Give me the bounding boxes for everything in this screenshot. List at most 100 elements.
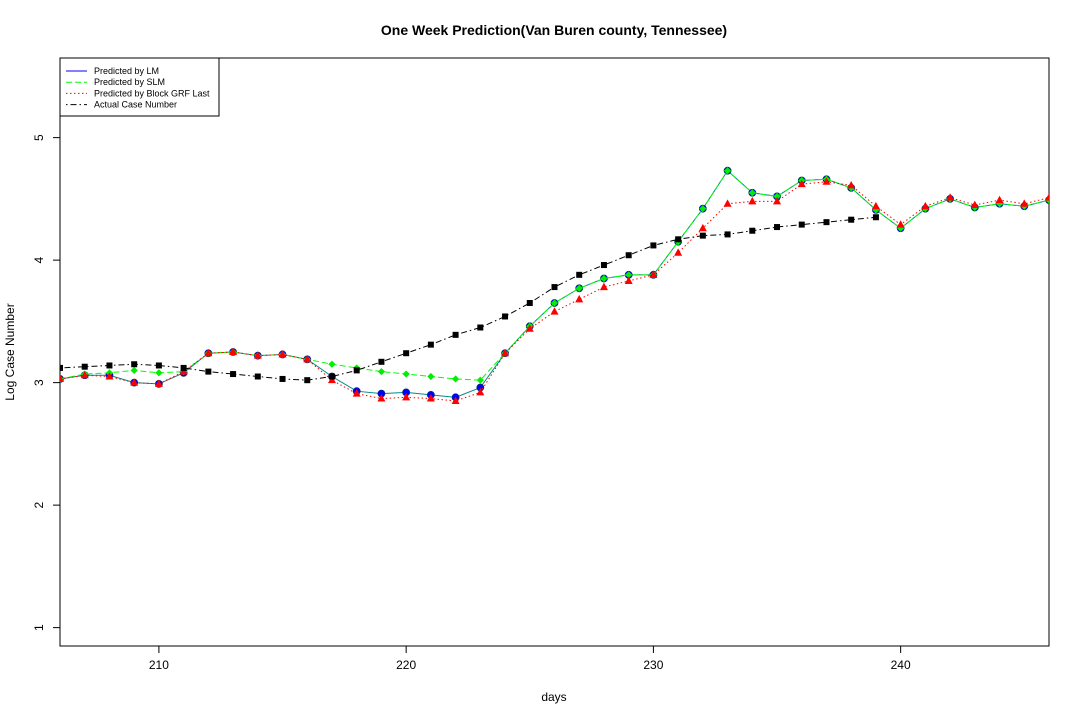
triangle-marker: [946, 193, 955, 201]
triangle-marker: [847, 181, 856, 189]
triangle-marker: [871, 201, 880, 210]
triangle-marker: [822, 177, 831, 185]
square-marker: [576, 271, 583, 278]
square-marker: [650, 242, 657, 249]
diamond-marker: [773, 192, 781, 201]
diamond-marker: [600, 274, 608, 283]
square-marker: [600, 262, 607, 269]
diamond-marker: [723, 167, 732, 175]
square-marker: [749, 227, 756, 234]
y-tick-label: 4: [32, 256, 46, 263]
triangle-marker: [748, 196, 757, 205]
triangle-marker: [501, 348, 510, 357]
triangle-marker: [649, 270, 658, 278]
square-marker: [81, 363, 88, 370]
x-tick-label: 210: [149, 658, 169, 672]
square-marker: [205, 368, 212, 375]
triangle-marker: [402, 392, 411, 401]
triangle-marker: [154, 379, 163, 387]
y-axis: 1 2 3 4 5: [32, 134, 60, 631]
square-marker: [304, 377, 311, 384]
square-marker: [427, 341, 434, 348]
triangle-marker: [253, 351, 262, 359]
triangle-marker: [970, 200, 979, 208]
square-marker: [774, 224, 781, 231]
square-marker: [675, 236, 682, 243]
square-marker: [155, 362, 162, 369]
triangle-marker: [278, 350, 287, 358]
y-tick-label: 2: [32, 501, 46, 508]
triangle-marker: [921, 201, 930, 210]
square-marker: [502, 313, 509, 320]
triangle-marker: [377, 394, 386, 402]
triangle-marker: [525, 324, 534, 332]
square-marker: [403, 350, 410, 357]
triangle-marker: [229, 347, 238, 355]
square-marker: [254, 373, 261, 380]
triangle-marker: [896, 220, 905, 228]
square-marker: [526, 300, 533, 306]
triangle-marker: [599, 282, 608, 291]
triangle-marker: [303, 354, 312, 363]
x-tick-label: 230: [643, 658, 663, 672]
square-marker: [798, 221, 805, 228]
triangle-marker: [674, 248, 683, 256]
triangle-marker: [130, 378, 139, 386]
y-tick-label: 3: [32, 379, 46, 386]
series-line: [60, 181, 1049, 402]
legend-entry-label: Actual Case Number: [94, 100, 177, 110]
series-line: [60, 169, 1049, 398]
series-predicted-by-block-grf-last: [60, 177, 1049, 404]
triangle-marker: [476, 388, 485, 396]
triangle-marker: [105, 372, 114, 380]
legend-entry-label: Predicted by Block GRF Last: [94, 88, 210, 98]
square-marker: [551, 284, 558, 291]
diamond-marker: [550, 299, 559, 307]
triangle-marker: [624, 276, 633, 284]
square-marker: [452, 331, 459, 338]
square-marker: [823, 219, 830, 226]
square-marker: [131, 361, 138, 368]
y-tick-label: 5: [32, 134, 46, 141]
triangle-marker: [698, 223, 707, 232]
square-marker: [477, 324, 484, 331]
square-marker: [328, 373, 335, 380]
triangle-marker: [451, 396, 460, 404]
triangle-marker: [352, 389, 361, 397]
square-marker: [230, 371, 237, 378]
square-marker: [279, 375, 286, 382]
diamond-marker: [476, 376, 484, 384]
plot-frame: [59, 57, 1050, 647]
triangle-marker: [1045, 193, 1049, 201]
square-marker: [106, 362, 113, 369]
triangle-marker: [60, 374, 64, 382]
triangle-marker: [995, 195, 1004, 204]
diamond-marker: [748, 189, 756, 197]
triangle-marker: [723, 199, 732, 207]
x-tick-label: 240: [891, 658, 911, 672]
square-marker: [872, 214, 879, 221]
square-marker: [724, 231, 731, 238]
diamond-marker: [427, 372, 435, 381]
legend-box: [59, 57, 220, 117]
square-marker: [378, 358, 385, 365]
triangle-marker: [797, 179, 806, 188]
triangle-marker: [773, 196, 782, 205]
x-tick-label: 220: [396, 658, 416, 672]
diamond-marker: [328, 360, 336, 368]
series-line: [60, 169, 1049, 381]
square-marker: [848, 216, 855, 223]
series-layer: [60, 166, 1049, 404]
diamond-marker: [452, 375, 460, 383]
x-axis: 210 220 230 240: [149, 646, 911, 672]
series-actual-case-number: [60, 214, 879, 384]
triangle-marker: [204, 348, 213, 357]
legend-entry-label: Predicted by LM: [94, 66, 159, 76]
x-axis-label: days: [541, 690, 566, 704]
diamond-marker: [402, 370, 410, 378]
y-tick-label: 1: [32, 624, 46, 631]
triangle-marker: [80, 370, 89, 379]
triangle-marker: [426, 394, 435, 402]
